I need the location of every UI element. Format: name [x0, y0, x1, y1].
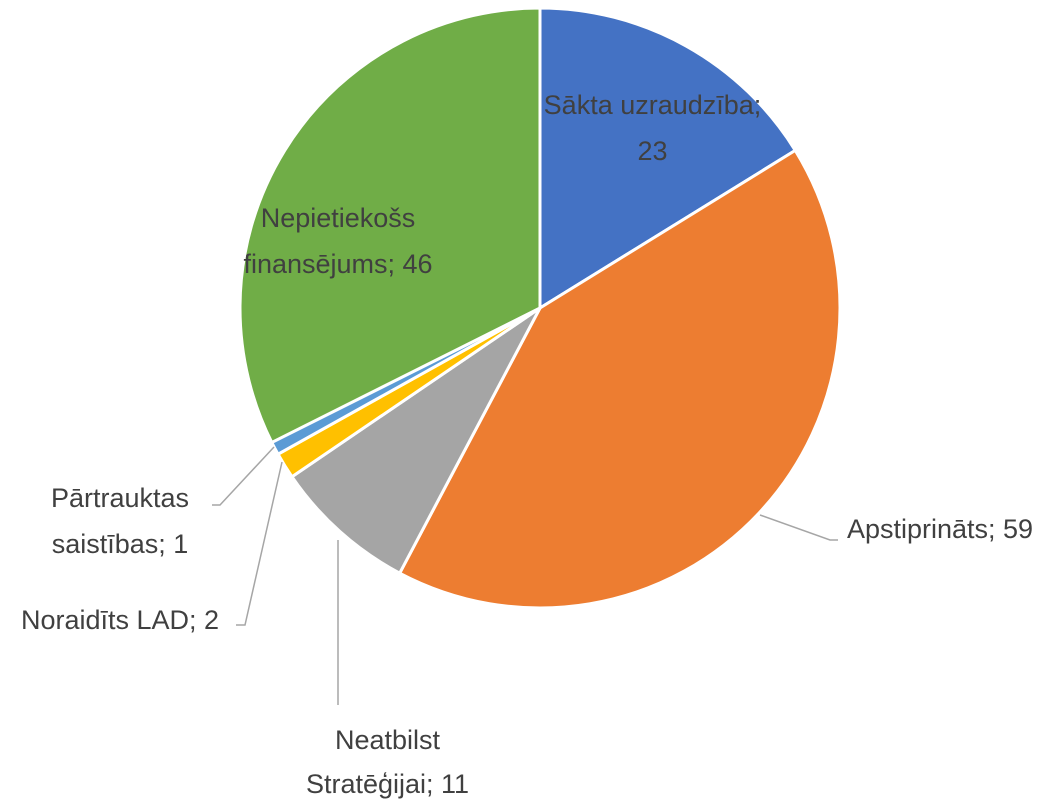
- pie-slice: [538, 6, 798, 311]
- data-label: Noraidīts LAD; 2: [20, 605, 220, 635]
- data-label: Sākta uzraudzība; 23: [543, 90, 762, 166]
- pie-slice: [289, 306, 542, 576]
- data-label: Apstiprināts; 59: [846, 514, 1034, 544]
- leader-line: [759, 514, 838, 541]
- data-label: Nepietiekošs finansējums; 46: [243, 203, 433, 279]
- leader-line: [236, 461, 283, 626]
- data-label: Neatbilst Stratēģijai; 11: [305, 725, 470, 799]
- data-label: Pārtrauktas saistības; 1: [50, 483, 190, 559]
- leader-line: [212, 446, 275, 506]
- leader-lines: [212, 446, 838, 705]
- pie-slice: [238, 6, 542, 445]
- pie-slice: [397, 148, 842, 610]
